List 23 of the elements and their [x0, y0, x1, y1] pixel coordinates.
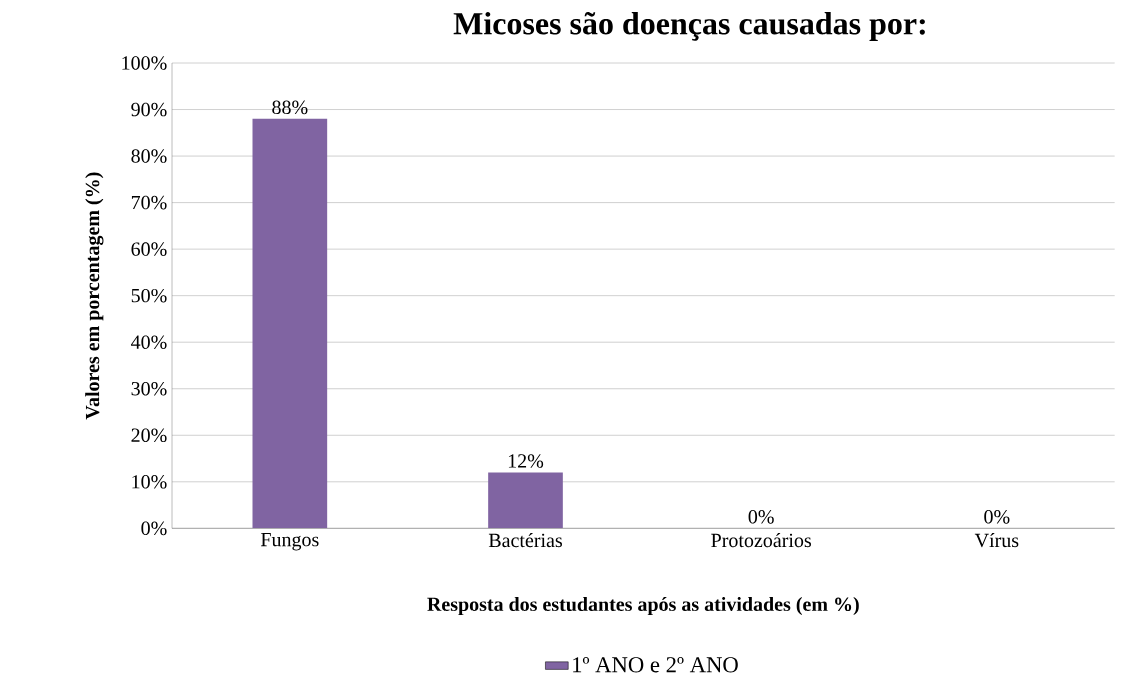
- y-tick-label: 70%: [131, 195, 167, 210]
- y-tick-label: 30%: [131, 381, 167, 396]
- data-label: 88%: [272, 100, 308, 115]
- y-tick-label: 100%: [122, 56, 167, 70]
- y-tick-label: 90%: [131, 102, 167, 117]
- x-tick-label: Fungos: [260, 533, 319, 551]
- y-tick-label: 10%: [132, 475, 167, 489]
- y-tick-label: 0%: [141, 521, 167, 536]
- x-tick-label: Vírus: [974, 533, 1019, 548]
- y-tick-label: 60%: [131, 242, 167, 256]
- y-tick-label: 50%: [131, 288, 167, 303]
- x-axis-title: Resposta dos estudantes após as atividades (em %): [427, 596, 859, 616]
- x-tick-label: Bactérias: [488, 533, 562, 548]
- data-label: 12%: [508, 454, 544, 468]
- y-tick-label: 40%: [131, 335, 167, 349]
- y-axis-title: Valores em porcentagem (%): [85, 172, 104, 420]
- chart-title: Micoses são doenças causadas por:: [453, 11, 925, 41]
- data-label: 0%: [984, 510, 1010, 524]
- legend-label: 1º ANO e 2º ANO: [573, 657, 738, 673]
- x-tick-label: Protozoários: [711, 533, 811, 548]
- data-label: 0%: [748, 510, 774, 524]
- y-tick-label: 80%: [131, 149, 167, 163]
- y-tick-label: 20%: [131, 428, 167, 443]
